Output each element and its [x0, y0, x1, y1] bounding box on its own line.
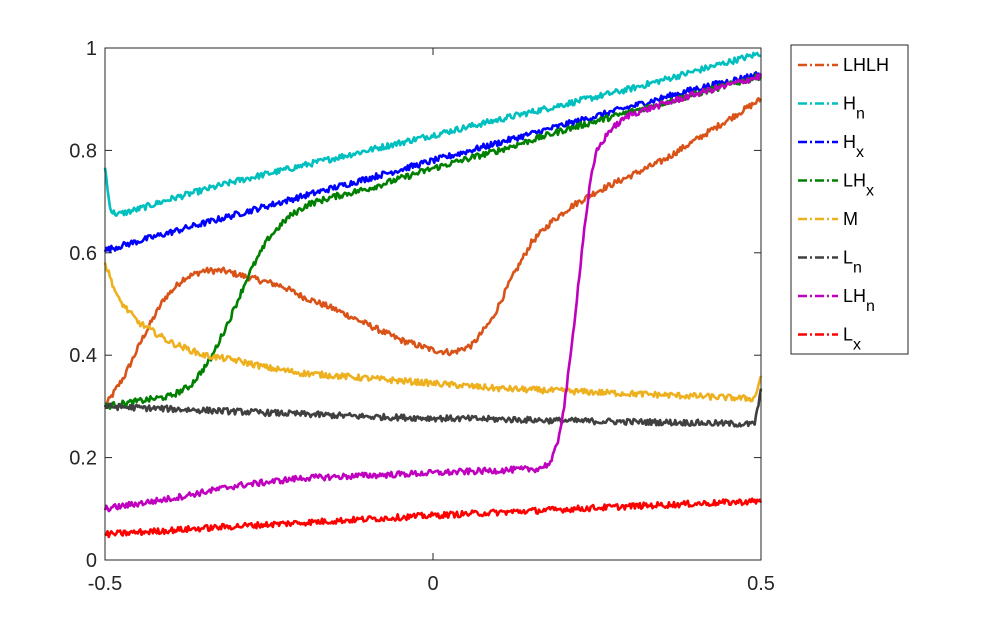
series-line-ln [103, 388, 763, 428]
legend-label-hx: Hx [843, 132, 864, 161]
legend-label-ln: Ln [843, 248, 862, 277]
y-tick-label: 0.2 [69, 448, 97, 470]
series-line-hx [103, 71, 763, 254]
x-tick-label: 0.5 [747, 573, 775, 595]
y-tick-label: 1 [86, 38, 97, 60]
plot-area [105, 48, 761, 560]
legend-label-hn: Hn [843, 94, 865, 123]
x-tick-label: 0 [427, 573, 438, 595]
series-line-lx [104, 497, 763, 539]
x-tick-label: -0.5 [88, 573, 122, 595]
y-tick-label: 0.8 [69, 140, 97, 162]
legend-label-lhx: LHx [843, 171, 874, 200]
legend-box [790, 44, 909, 355]
axis-layer: -0.5 0 0.500.20.40.60.81 [69, 38, 775, 595]
legend-label-lhlh: LHLH [843, 55, 889, 75]
legend-label-lx: Lx [843, 325, 861, 354]
series-line-hn [103, 51, 762, 217]
series-line-lhlh [104, 96, 763, 407]
y-tick-label: 0.4 [69, 345, 97, 367]
legend-label-lhn: LHn [843, 286, 875, 315]
series-layer [103, 51, 763, 539]
series-line-m [103, 262, 763, 403]
y-tick-label: 0.6 [69, 243, 97, 265]
legend: LHLH Hn Hx LHx M Ln LHn Lx [790, 44, 909, 355]
legend-label-m: M [843, 209, 858, 229]
series-line-lhn [103, 72, 763, 513]
y-tick-label: 0 [86, 550, 97, 572]
